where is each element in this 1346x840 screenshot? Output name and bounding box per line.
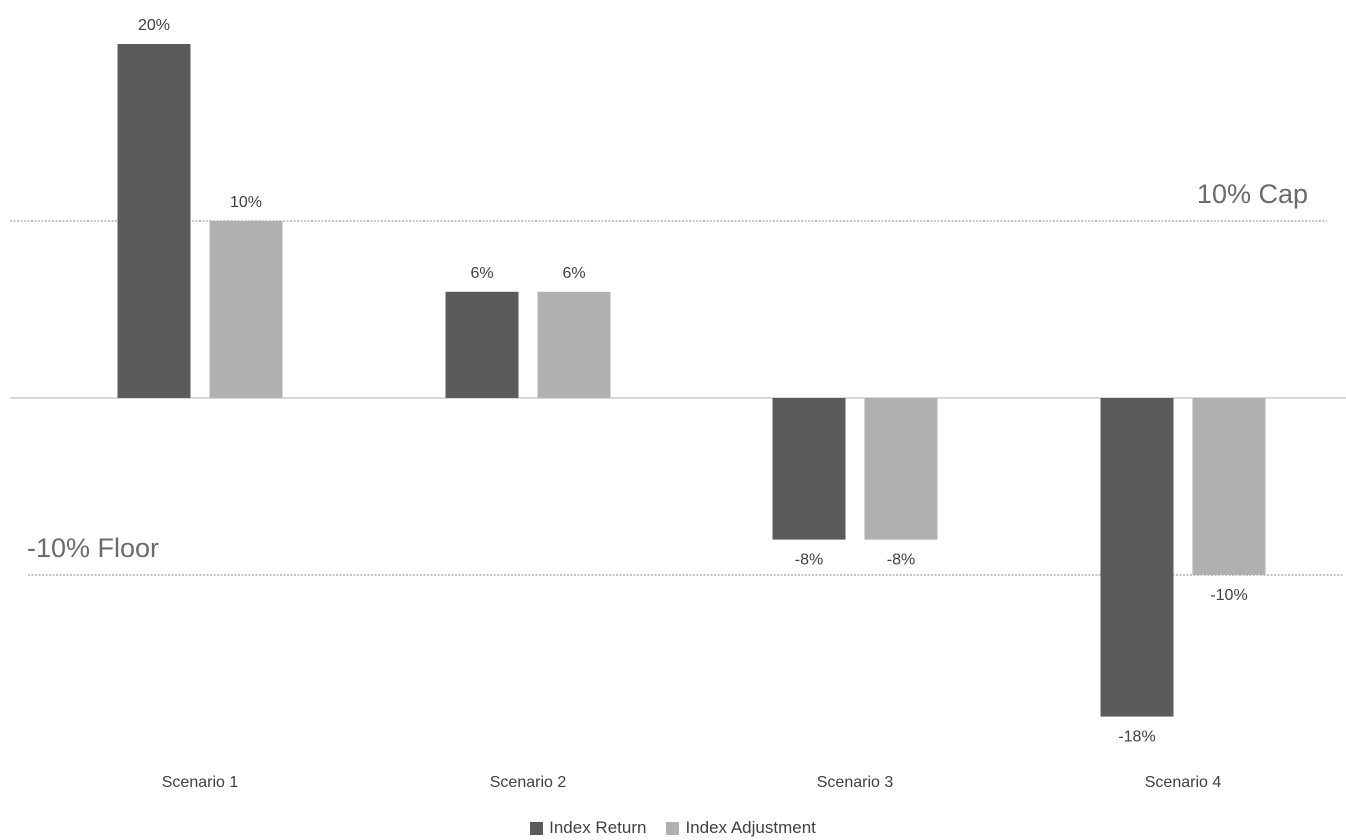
chart-legend: Index Return Index Adjustment bbox=[0, 816, 1346, 840]
data-label-index-return-3: -8% bbox=[795, 552, 823, 569]
data-label-index-return-1: 20% bbox=[138, 17, 170, 34]
bar-index-adjustment-1 bbox=[209, 221, 283, 398]
bar-index-return-4 bbox=[1100, 398, 1174, 717]
data-label-index-adjustment-1: 10% bbox=[230, 194, 262, 211]
bar-index-return-3 bbox=[772, 398, 846, 540]
data-label-index-adjustment-3: -8% bbox=[887, 552, 915, 569]
bar-index-adjustment-2 bbox=[537, 291, 611, 398]
data-label-index-return-2: 6% bbox=[470, 265, 493, 282]
legend-swatch-index-return bbox=[530, 821, 544, 835]
bar-index-return-2 bbox=[445, 291, 519, 398]
reference-label-cap: 10% Cap bbox=[1197, 179, 1308, 209]
data-label-index-return-4: -18% bbox=[1118, 729, 1155, 746]
reference-label-floor: -10% Floor bbox=[27, 533, 159, 563]
category-label-4: Scenario 4 bbox=[1145, 774, 1222, 791]
data-label-index-adjustment-4: -10% bbox=[1210, 587, 1247, 604]
category-label-3: Scenario 3 bbox=[817, 774, 894, 791]
category-label-1: Scenario 1 bbox=[162, 774, 239, 791]
legend-item-index-adjustment: Index Adjustment bbox=[666, 818, 816, 838]
legend-label-index-adjustment: Index Adjustment bbox=[685, 818, 816, 837]
legend-swatch-index-adjustment bbox=[666, 821, 680, 835]
bar-index-adjustment-3 bbox=[864, 398, 938, 540]
category-label-2: Scenario 2 bbox=[490, 774, 567, 791]
bar-index-return-1 bbox=[117, 44, 191, 398]
legend-label-index-return: Index Return bbox=[549, 818, 647, 837]
data-label-index-adjustment-2: 6% bbox=[562, 265, 585, 282]
legend-item-index-return: Index Return bbox=[530, 818, 646, 838]
bar-index-adjustment-4 bbox=[1192, 398, 1266, 575]
